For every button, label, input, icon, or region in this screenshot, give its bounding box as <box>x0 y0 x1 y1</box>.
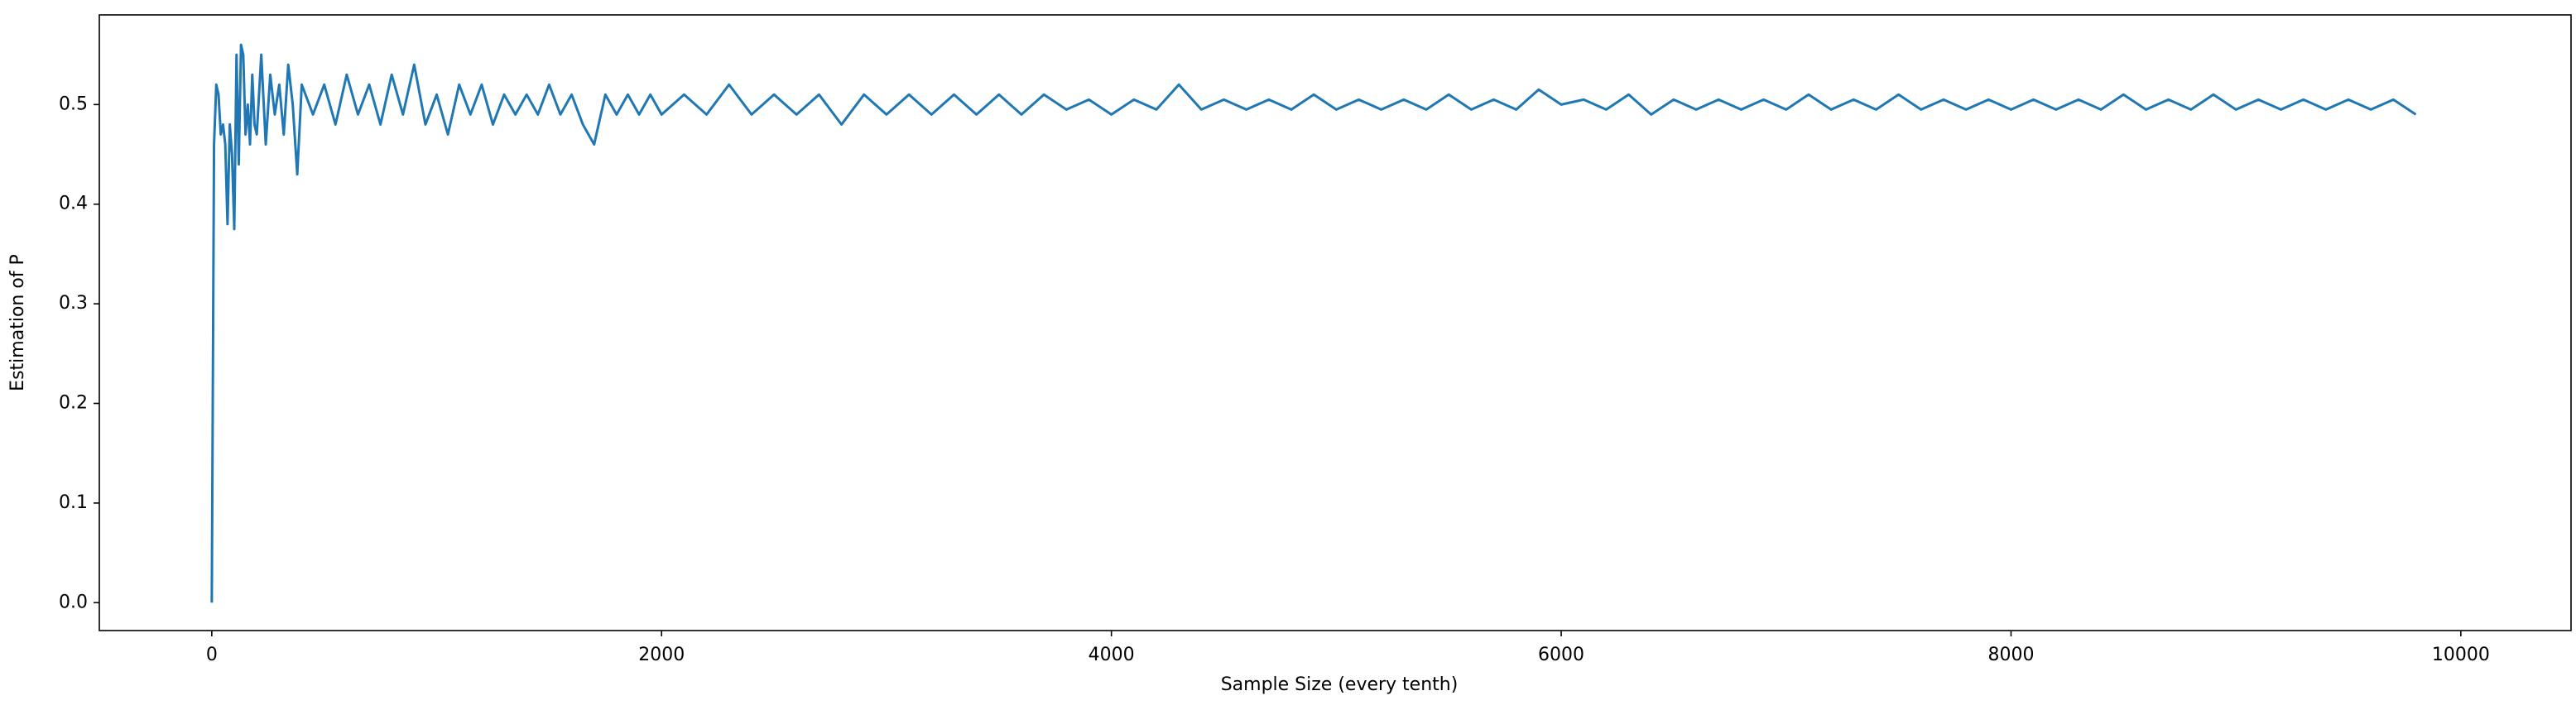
x-tick-label: 10000 <box>2432 645 2490 665</box>
y-tick-label: 0.5 <box>59 94 88 114</box>
x-tick-label: 6000 <box>1538 645 1584 665</box>
y-tick-label: 0.4 <box>59 194 88 214</box>
plot-frame <box>99 14 2572 631</box>
x-tick-label: 2000 <box>638 645 685 665</box>
y-tick-label: 0.0 <box>59 592 88 612</box>
x-tick-label: 4000 <box>1089 645 1135 665</box>
x-tick-label: 8000 <box>1987 645 2034 665</box>
data-line <box>210 43 2417 603</box>
y-tick-label: 0.1 <box>59 492 88 513</box>
y-tick-label: 0.3 <box>59 293 88 314</box>
x-tick-label: 0 <box>206 645 218 665</box>
x-axis-label: Sample Size (every tenth) <box>1221 674 1459 695</box>
y-axis-label: Estimation of P <box>7 254 28 391</box>
y-tick-label: 0.2 <box>59 393 88 414</box>
